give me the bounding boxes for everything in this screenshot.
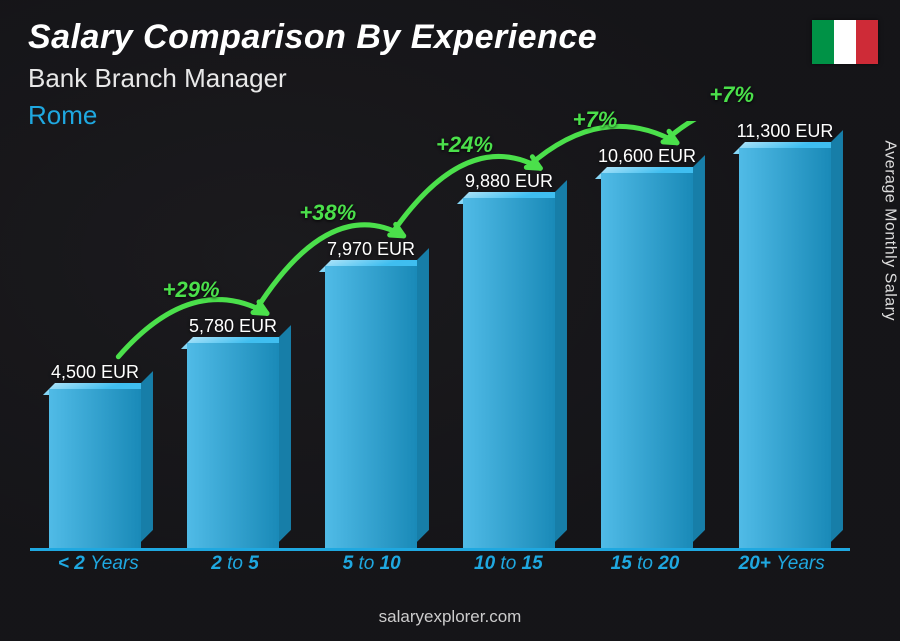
increase-label: +29%	[163, 277, 220, 303]
bar-group: 7,970 EUR	[306, 239, 436, 548]
flag-stripe-3	[856, 20, 878, 64]
x-axis-label: 5 to 10	[303, 553, 440, 581]
x-axis-label: < 2 Years	[30, 553, 167, 581]
flag-stripe-2	[834, 20, 856, 64]
bar-group: 11,300 EUR	[720, 121, 850, 548]
bar-group: 4,500 EUR	[30, 362, 160, 548]
increase-label: +38%	[299, 200, 356, 226]
bar-front-face	[325, 266, 417, 548]
bar-group: 10,600 EUR	[582, 146, 712, 548]
bar-front-face	[49, 389, 141, 548]
y-axis-label: Average Monthly Salary	[881, 140, 899, 321]
bar-front-face	[601, 173, 693, 548]
x-axis-label: 20+ Years	[713, 553, 850, 581]
bar-chart: 4,500 EUR 5,780 EUR 7,970 EUR 9,880 EUR 10,6…	[30, 121, 850, 581]
increase-label: +7%	[709, 82, 754, 108]
bar-side-face	[141, 371, 153, 542]
x-axis-label: 10 to 15	[440, 553, 577, 581]
bar-value-label: 5,780 EUR	[189, 316, 277, 337]
bar-group: 5,780 EUR	[168, 316, 298, 548]
bar-side-face	[279, 325, 291, 542]
footer-attribution: salaryexplorer.com	[0, 607, 900, 627]
bar-front-face	[463, 198, 555, 548]
chart-subtitle: Bank Branch Manager	[28, 63, 597, 94]
bar-side-face	[555, 180, 567, 542]
chart-title: Salary Comparison By Experience	[28, 18, 597, 57]
increase-label: +7%	[573, 107, 618, 133]
bar-front-face	[739, 148, 831, 548]
x-axis-label: 15 to 20	[577, 553, 714, 581]
country-flag	[812, 20, 878, 64]
bar-side-face	[417, 248, 429, 542]
bar-value-label: 7,970 EUR	[327, 239, 415, 260]
bar-group: 9,880 EUR	[444, 171, 574, 548]
bar-side-face	[693, 155, 705, 542]
flag-stripe-1	[812, 20, 834, 64]
bar-side-face	[831, 130, 843, 542]
bar-value-label: 10,600 EUR	[598, 146, 696, 167]
bar-front-face	[187, 343, 279, 548]
x-axis-label: 2 to 5	[167, 553, 304, 581]
bar-value-label: 9,880 EUR	[465, 171, 553, 192]
bar-value-label: 11,300 EUR	[737, 121, 834, 142]
increase-label: +24%	[436, 132, 493, 158]
bar-value-label: 4,500 EUR	[51, 362, 139, 383]
chart-baseline	[30, 548, 850, 551]
